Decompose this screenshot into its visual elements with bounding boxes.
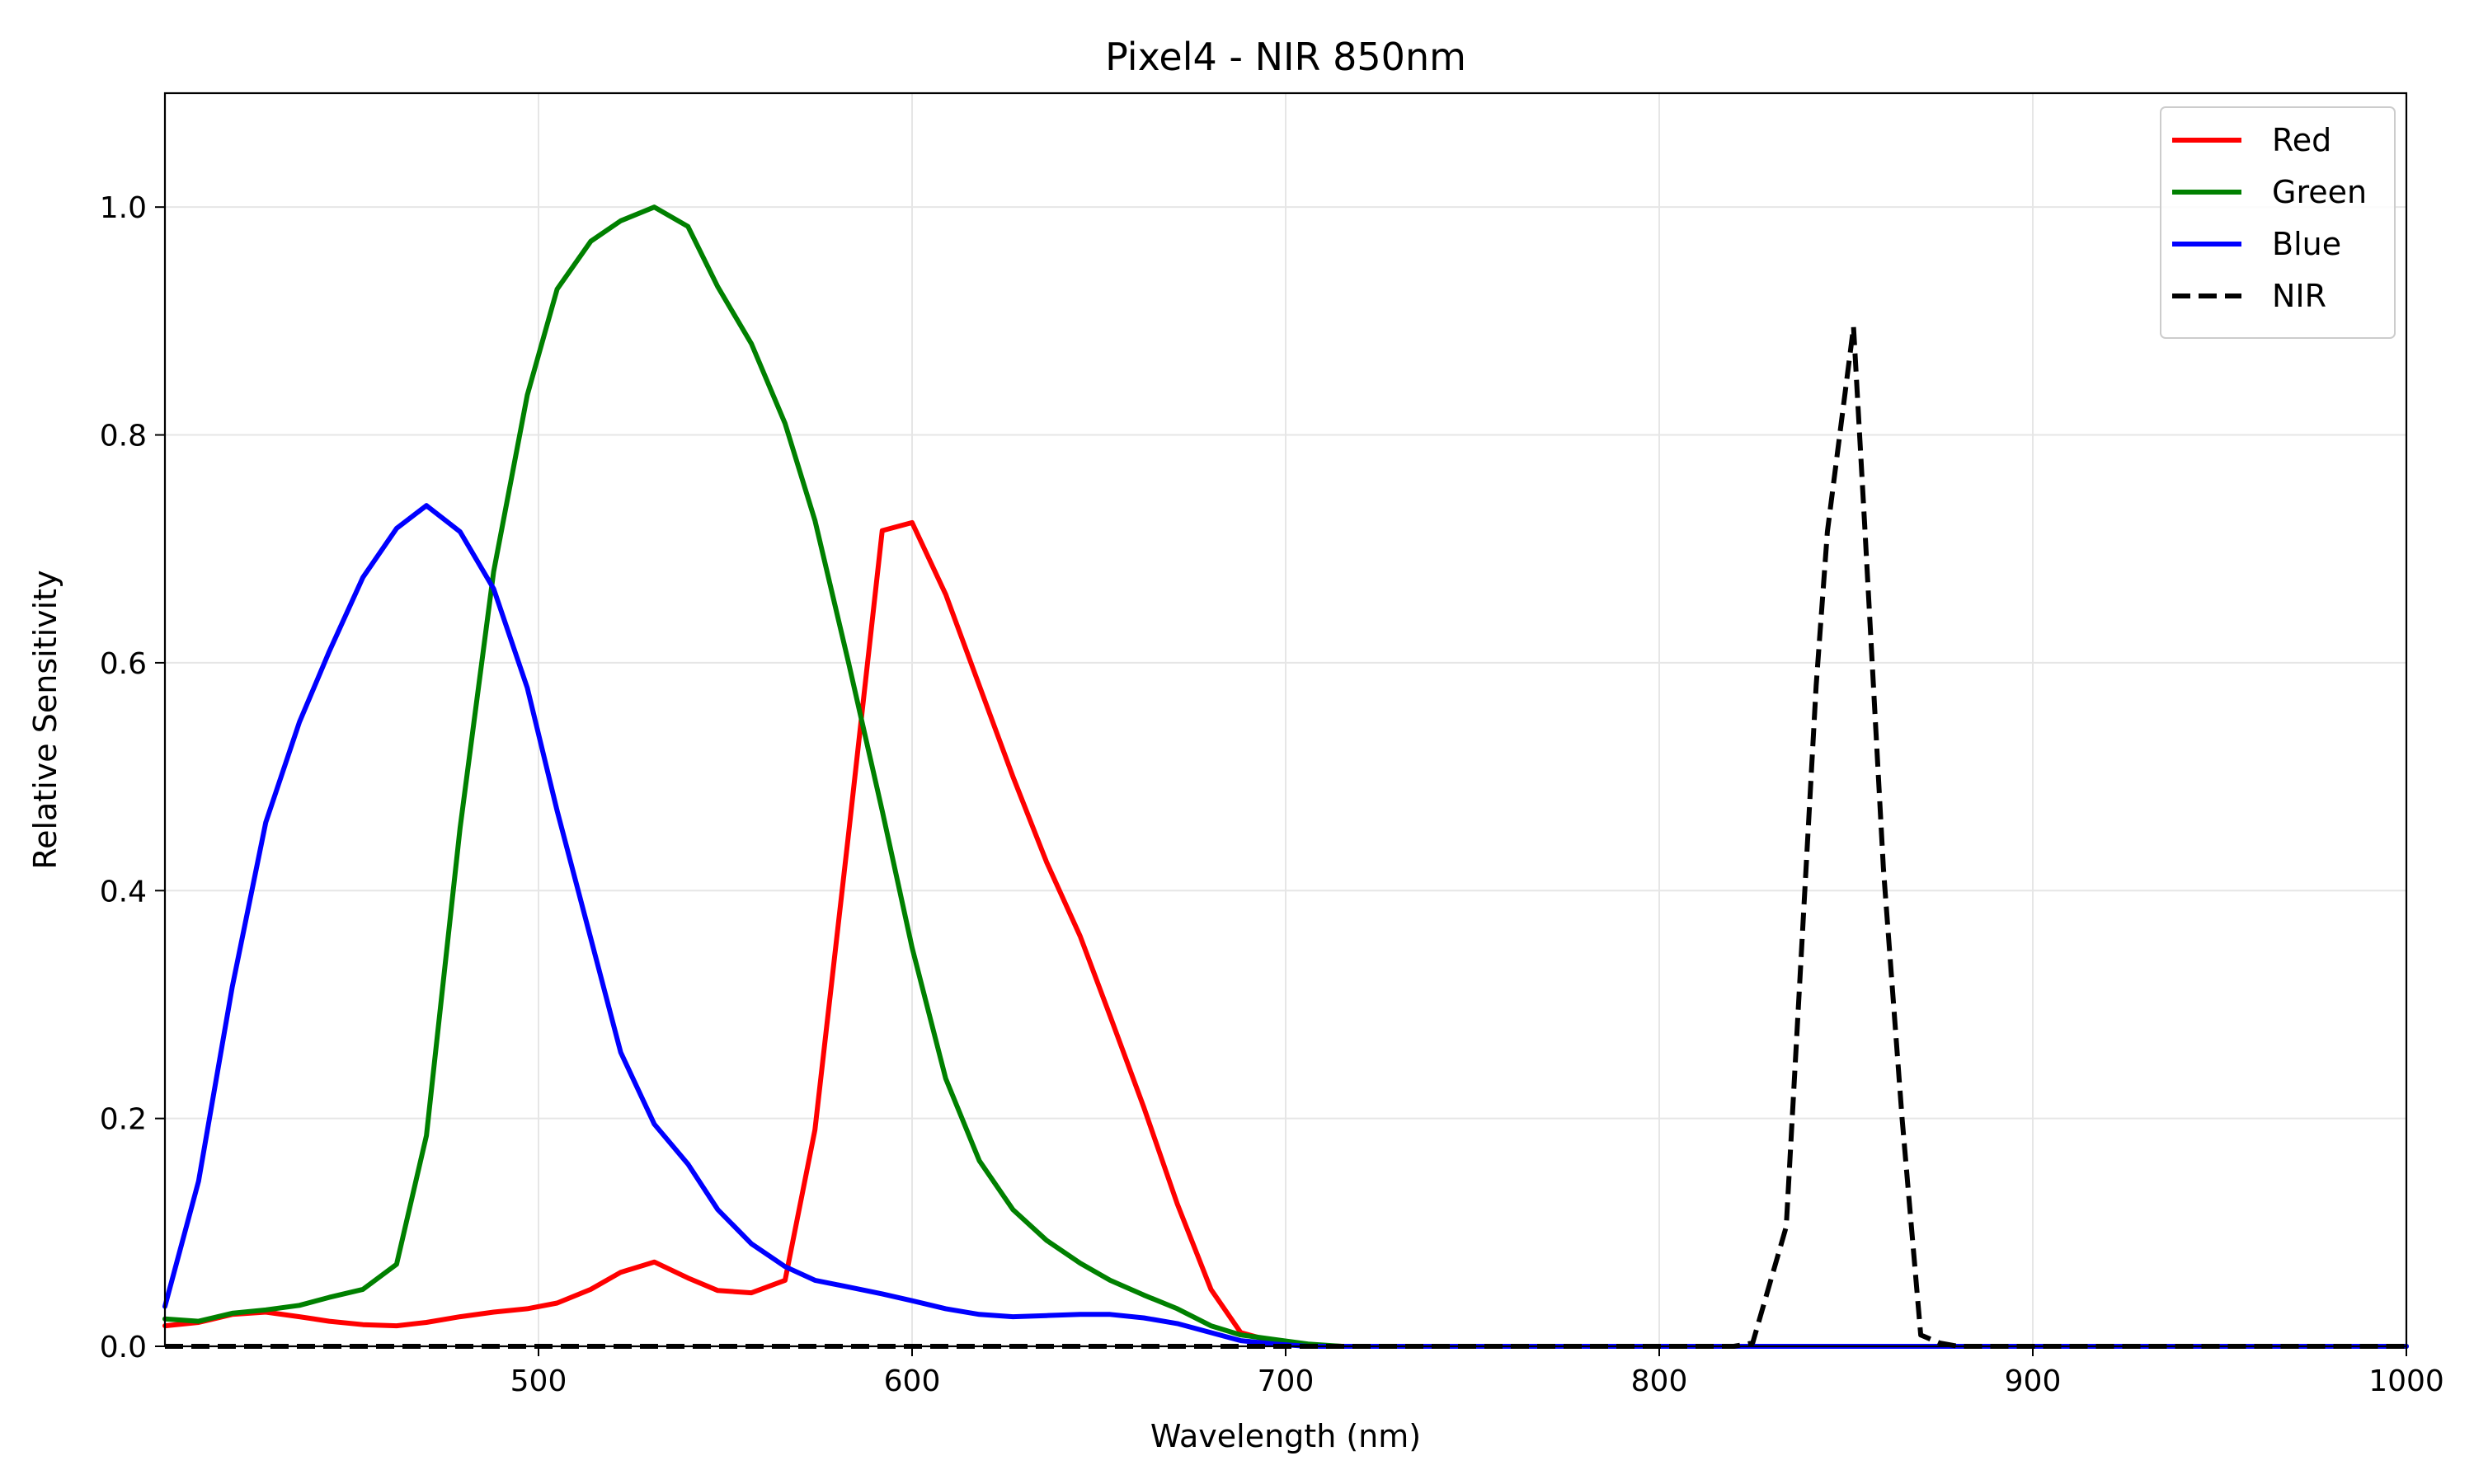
y-tick-label: 0.0 — [100, 1331, 147, 1364]
x-tick-label: 600 — [884, 1364, 941, 1398]
legend-label-green: Green — [2272, 174, 2367, 210]
legend: Red Green Blue NIR — [2160, 106, 2396, 339]
series-layer — [162, 204, 2409, 1349]
x-tick-label: 700 — [1258, 1364, 1315, 1398]
x-tick-label: 900 — [2005, 1364, 2062, 1398]
y-axis-label: Relative Sensitivity — [27, 570, 63, 869]
y-tick-label: 1.0 — [100, 191, 147, 225]
x-axis-label: Wavelength (nm) — [1150, 1418, 1421, 1454]
x-tick-label: 500 — [510, 1364, 567, 1398]
ticks: 500 600 700 800 900 1000 0.0 0.2 0.4 0.6 0.8 1.0 — [100, 191, 2444, 1398]
legend-label-nir: NIR — [2272, 278, 2326, 314]
legend-label-red: Red — [2272, 122, 2331, 158]
legend-label-blue: Blue — [2272, 226, 2341, 262]
chart-title: Pixel4 - NIR 850nm — [1105, 35, 1466, 79]
y-tick-label: 0.4 — [100, 875, 147, 909]
x-tick-label: 800 — [1631, 1364, 1688, 1398]
x-tick-label: 1000 — [2368, 1364, 2444, 1398]
legend-box — [2160, 106, 2396, 339]
series-line-green — [162, 204, 2409, 1349]
y-tick-label: 0.2 — [100, 1103, 147, 1137]
y-tick-label: 0.6 — [100, 647, 147, 681]
y-tick-label: 0.8 — [100, 420, 147, 453]
